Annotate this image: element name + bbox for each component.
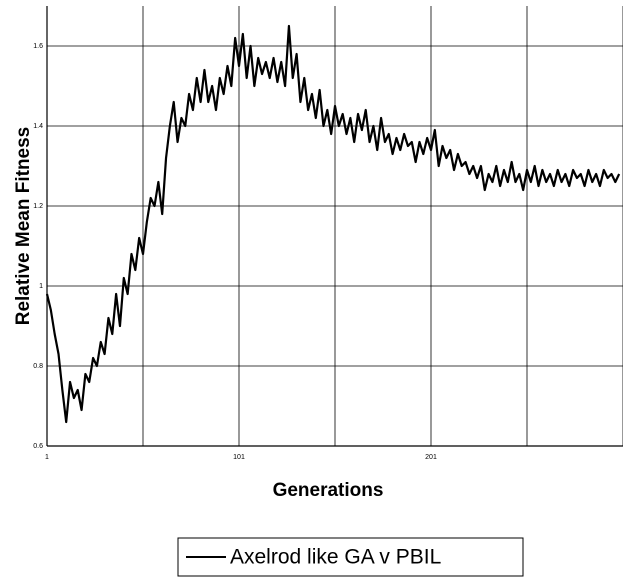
y-tick-label: 1.4 [33,123,43,130]
legend-box [177,537,524,577]
y-axis-title: Relative Mean Fitness [13,127,34,326]
y-tick-label: 1.2 [33,203,43,210]
x-tick-label: 1 [45,454,49,461]
y-tick-label: 1.6 [33,43,43,50]
x-axis-title: Generations [273,480,384,501]
x-tick-label: 101 [233,454,245,461]
y-tick-label: 1 [39,283,43,290]
legend-label: Axelrod like GA v PBIL [230,546,441,569]
y-tick-label: 0.8 [33,363,43,370]
y-tick-label: 0.6 [33,443,43,450]
data-line [45,24,621,424]
x-tick-label: 201 [425,454,437,461]
